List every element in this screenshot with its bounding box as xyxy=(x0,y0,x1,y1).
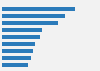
Bar xyxy=(2,42,35,46)
Bar xyxy=(2,56,31,60)
Bar xyxy=(2,49,33,53)
Bar xyxy=(2,7,75,11)
Bar xyxy=(2,14,65,18)
Bar xyxy=(2,63,28,67)
Bar xyxy=(2,21,58,25)
Bar xyxy=(2,35,40,39)
Bar xyxy=(2,28,42,32)
